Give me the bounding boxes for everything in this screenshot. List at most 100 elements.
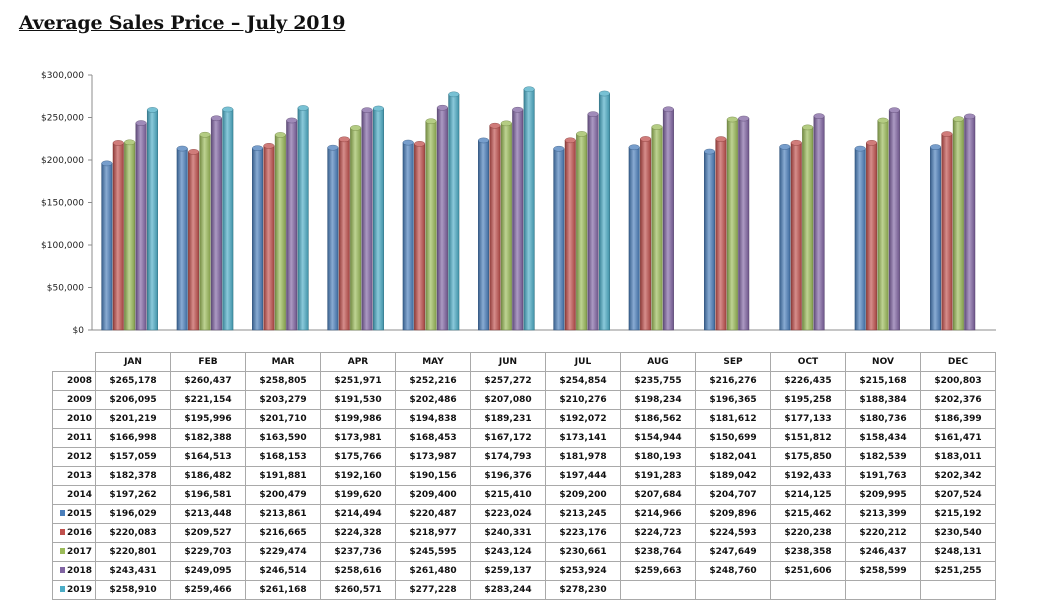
bar-top	[124, 139, 136, 146]
table-cell: $189,042	[695, 466, 771, 486]
bar-top	[500, 120, 512, 127]
bar-2016-FEB	[188, 151, 200, 331]
table-cell: $182,539	[845, 447, 921, 467]
table-cell: $251,255	[920, 561, 996, 581]
legend-key-icon	[59, 529, 65, 535]
table-cell: $190,156	[395, 466, 471, 486]
table-cell: $220,212	[845, 523, 921, 543]
bar-2016-OCT	[790, 142, 802, 331]
table-cell: $209,527	[170, 523, 246, 543]
row-year-label: 2014	[52, 485, 96, 505]
table-cell: $259,137	[470, 561, 546, 581]
bar-2019-FEB	[222, 109, 234, 331]
table-cell: $182,378	[95, 466, 171, 486]
table-cell: $177,133	[770, 409, 846, 429]
table-cell: $173,981	[320, 428, 396, 448]
table-cell: $223,176	[545, 523, 621, 543]
bar-top	[564, 137, 576, 144]
bar-2015-JUL	[553, 148, 565, 331]
bar-2015-FEB	[176, 148, 188, 331]
bar-2015-OCT	[779, 146, 791, 331]
table-cell: $207,524	[920, 485, 996, 505]
table-cell: $226,435	[770, 371, 846, 391]
bar-top	[361, 107, 373, 113]
bar-top	[628, 144, 640, 151]
month-header: MAY	[395, 352, 471, 372]
table-cell: $252,216	[395, 371, 471, 391]
bar-2018-JAN	[135, 122, 147, 331]
bar-2016-SEP	[715, 138, 727, 331]
month-header: JUL	[545, 352, 621, 372]
table-cell: $154,944	[620, 428, 696, 448]
table-cell: $277,228	[395, 580, 471, 600]
month-header: OCT	[770, 352, 846, 372]
table-cell: $283,244	[470, 580, 546, 600]
bar-top	[338, 136, 350, 143]
table-cell: $200,803	[920, 371, 996, 391]
table-cell: $213,245	[545, 504, 621, 524]
table-cell: $150,699	[695, 428, 771, 448]
bar-2018-JUL	[587, 113, 599, 331]
table-cell: $209,200	[545, 485, 621, 505]
table-cell: $207,684	[620, 485, 696, 505]
table-cell: $220,801	[95, 542, 171, 562]
bar-top	[662, 106, 674, 113]
table-cell: $245,595	[395, 542, 471, 562]
bar-2017-SEP	[726, 119, 738, 331]
table-cell: $259,663	[620, 561, 696, 581]
month-header: JAN	[95, 352, 171, 372]
table-cell: $161,471	[920, 428, 996, 448]
table-cell: $243,431	[95, 561, 171, 581]
table-cell: $202,376	[920, 390, 996, 410]
bar-2017-AUG	[651, 126, 663, 331]
month-header: MAR	[245, 352, 321, 372]
table-cell: $151,812	[770, 428, 846, 448]
bar-top	[478, 137, 489, 144]
bar-top	[779, 144, 791, 150]
bar-2016-AUG	[640, 138, 652, 331]
bar-top	[877, 117, 889, 124]
table-cell: $158,434	[845, 428, 921, 448]
table-cell: $182,388	[170, 428, 246, 448]
table-cell	[920, 580, 996, 600]
bar-top	[888, 107, 900, 113]
month-header: APR	[320, 352, 396, 372]
legend-key-icon	[59, 548, 65, 554]
bar-2019-JUL	[598, 93, 610, 331]
table-cell: $180,193	[620, 447, 696, 467]
bar-2016-APR	[338, 139, 350, 331]
bar-2015-MAY	[402, 142, 414, 331]
bar-top	[101, 160, 113, 167]
bar-2019-MAR	[297, 107, 309, 331]
bar-top	[252, 145, 263, 152]
table-cell	[845, 580, 921, 600]
table-cell: $230,540	[920, 523, 996, 543]
table-cell: $259,466	[170, 580, 246, 600]
row-year-label: 2016	[52, 523, 96, 543]
table-cell: $196,376	[470, 466, 546, 486]
y-tick-label: $100,000	[41, 241, 84, 251]
table-cell: $191,881	[245, 466, 321, 486]
table-cell: $221,154	[170, 390, 246, 410]
bar-2015-NOV	[854, 148, 866, 331]
bar-top	[651, 124, 663, 130]
bar-top	[373, 105, 384, 112]
table-cell: $216,276	[695, 371, 771, 391]
table-cell: $224,593	[695, 523, 771, 543]
table-row: 2009 $206,095 $221,154 $203,279 $191,530 $202…	[52, 390, 996, 410]
table-cell: $209,896	[695, 504, 771, 524]
table-cell: $207,080	[470, 390, 546, 410]
table-cell	[770, 580, 846, 600]
table-cell: $278,230	[545, 580, 621, 600]
bar-top	[640, 136, 652, 142]
table-cell: $203,279	[245, 390, 321, 410]
table-cell: $248,131	[920, 542, 996, 562]
bar-top	[964, 113, 976, 120]
table-cell: $215,192	[920, 504, 996, 524]
month-header: JUN	[470, 352, 546, 372]
bar-2017-NOV	[877, 120, 889, 331]
table-cell: $173,987	[395, 447, 471, 467]
table-cell: $215,410	[470, 485, 546, 505]
bar-2018-OCT	[813, 115, 825, 331]
bar-top	[802, 124, 814, 131]
